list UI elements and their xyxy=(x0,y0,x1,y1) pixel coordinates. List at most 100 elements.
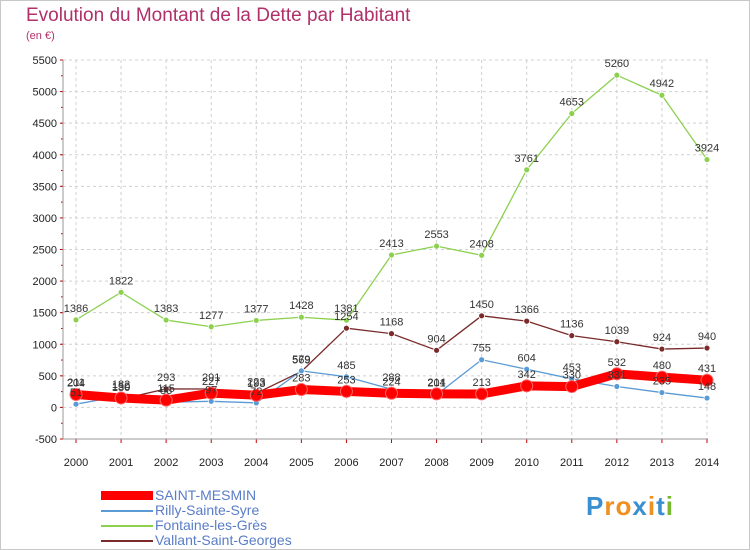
data-label: 1039 xyxy=(605,325,629,337)
y-tick-label: 4500 xyxy=(33,118,57,130)
y-tick-label: 5500 xyxy=(33,55,57,67)
data-point xyxy=(72,400,80,408)
data-label: 2408 xyxy=(469,238,493,250)
data-point xyxy=(430,387,444,401)
data-label: 579 xyxy=(292,354,310,366)
data-label: 1822 xyxy=(109,275,133,287)
y-tick-label: 3000 xyxy=(33,213,57,225)
data-point xyxy=(478,251,486,259)
data-label: 1383 xyxy=(154,303,178,315)
x-tick-label: 2001 xyxy=(109,457,133,469)
data-label: 115 xyxy=(157,383,175,395)
data-label: 224 xyxy=(382,376,400,388)
unit-label: (en €) xyxy=(26,30,55,42)
x-tick-label: 2005 xyxy=(289,457,313,469)
logo-letter: r xyxy=(604,491,616,521)
data-point xyxy=(565,380,579,394)
legend-label: Fontaine-les-Grès xyxy=(155,517,268,533)
y-tick-label: 3500 xyxy=(33,181,57,193)
x-tick-label: 2013 xyxy=(650,457,674,469)
data-label: 4653 xyxy=(560,97,584,109)
data-label: 5260 xyxy=(605,58,629,70)
data-point xyxy=(114,391,128,405)
data-point xyxy=(568,110,576,117)
data-label: 235 xyxy=(653,376,671,388)
legend-swatch xyxy=(101,540,153,542)
data-labels: 204 150 115 227 193 283 253 224 214 213 342 330 532 4… xyxy=(64,58,719,399)
data-point xyxy=(388,330,395,338)
data-point xyxy=(658,389,666,396)
data-label: 213 xyxy=(472,377,490,389)
data-point xyxy=(343,316,350,324)
x-tick-label: 2007 xyxy=(379,457,403,469)
data-point xyxy=(475,387,489,401)
x-tick-label: 2006 xyxy=(334,457,358,469)
y-tick-label: 0 xyxy=(51,402,57,414)
proxiti-logo: Proxiti xyxy=(586,491,674,522)
data-point xyxy=(478,312,486,320)
data-label: 182 xyxy=(112,379,130,391)
x-tick-label: 2009 xyxy=(469,457,493,469)
data-label: 940 xyxy=(698,331,716,343)
data-label: 2413 xyxy=(379,238,403,250)
data-point xyxy=(162,385,170,393)
y-tick-label: 5000 xyxy=(33,87,57,99)
data-point xyxy=(523,317,531,325)
data-label: 1366 xyxy=(514,304,538,316)
data-point xyxy=(117,288,125,296)
data-label: 83 xyxy=(160,385,172,397)
chart-title: Evolution du Montant de la Dette par Hab… xyxy=(26,5,411,26)
data-label: 904 xyxy=(427,333,445,345)
data-label: 214 xyxy=(427,377,445,389)
data-label: 532 xyxy=(608,357,626,369)
y-tick-label: 500 xyxy=(39,371,57,383)
data-label: 2553 xyxy=(424,229,448,241)
x-tick-label: 2014 xyxy=(695,457,719,469)
x-tick-label: 2000 xyxy=(64,457,88,469)
y-tick-label: 1000 xyxy=(33,339,57,351)
data-point xyxy=(388,251,395,259)
data-point xyxy=(658,345,666,353)
legend-label: SAINT-MESMIN xyxy=(155,487,257,503)
data-label: 569 xyxy=(292,354,310,366)
data-point xyxy=(294,383,308,397)
data-label: 1377 xyxy=(244,303,268,315)
data-label: 431 xyxy=(698,363,716,375)
data-point xyxy=(207,323,215,331)
data-label: 1386 xyxy=(64,303,88,315)
data-label: 1381 xyxy=(334,303,358,315)
data-label: 51 xyxy=(70,387,82,399)
x-tick-label: 2008 xyxy=(424,457,448,469)
data-point xyxy=(523,365,531,373)
data-label: 293 xyxy=(157,372,175,384)
y-tick-label: 2000 xyxy=(33,276,57,288)
data-label: 97 xyxy=(205,384,217,396)
data-point xyxy=(433,242,440,250)
data-point xyxy=(433,346,440,354)
data-point xyxy=(297,367,305,375)
legend-item: Vallant-Saint-Georges xyxy=(101,532,401,548)
data-label: 1254 xyxy=(334,311,358,323)
data-label: 1136 xyxy=(560,319,584,331)
data-label: 211 xyxy=(67,377,85,389)
data-label: 480 xyxy=(653,360,671,372)
logo-letter: x xyxy=(632,491,648,521)
logo-letter: o xyxy=(615,491,633,521)
data-label: 3924 xyxy=(695,143,719,155)
y-tick-label: 1500 xyxy=(33,308,57,320)
x-tick-label: 2002 xyxy=(154,457,178,469)
data-point xyxy=(252,317,260,324)
data-point xyxy=(520,379,534,393)
legend-swatch xyxy=(101,491,153,500)
logo-letter: i xyxy=(647,491,657,521)
data-label: 283 xyxy=(292,373,310,385)
data-point xyxy=(523,166,531,174)
data-point xyxy=(610,367,624,381)
data-point xyxy=(703,156,711,163)
data-label: 1428 xyxy=(289,300,313,312)
data-label: 755 xyxy=(472,343,490,355)
data-point xyxy=(249,388,263,402)
y-tick-label: 4000 xyxy=(33,150,57,162)
data-point xyxy=(703,394,711,402)
